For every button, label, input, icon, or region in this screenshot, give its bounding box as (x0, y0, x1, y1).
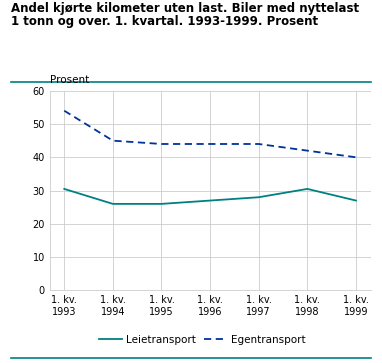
Leietransport (256, 195, 261, 199)
Text: Andel kjørte kilometer uten last. Biler med nyttelast: Andel kjørte kilometer uten last. Biler … (11, 2, 359, 15)
Leietransport (159, 202, 164, 206)
Egentransport (110, 139, 115, 143)
Text: Prosent: Prosent (50, 75, 89, 85)
Egentransport (62, 109, 66, 113)
Egentransport (305, 148, 310, 153)
Leietransport (62, 187, 66, 191)
Egentransport (159, 142, 164, 146)
Leietransport (305, 187, 310, 191)
Leietransport (110, 202, 115, 206)
Text: 1 tonn og over. 1. kvartal. 1993-1999. Prosent: 1 tonn og over. 1. kvartal. 1993-1999. P… (11, 15, 319, 28)
Line: Egentransport: Egentransport (64, 111, 356, 157)
Leietransport (208, 198, 212, 203)
Egentransport (354, 155, 358, 159)
Line: Leietransport: Leietransport (64, 189, 356, 204)
Legend: Leietransport, Egentransport: Leietransport, Egentransport (95, 330, 310, 349)
Egentransport (208, 142, 212, 146)
Egentransport (256, 142, 261, 146)
Leietransport (354, 198, 358, 203)
